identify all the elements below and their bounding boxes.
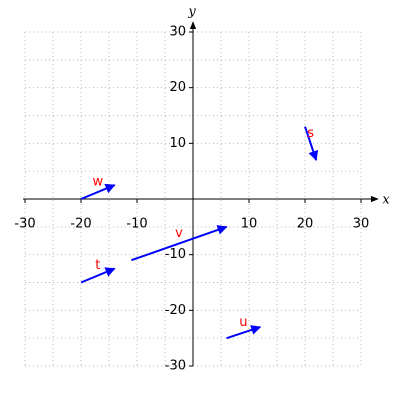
y-tick-label: -10 (165, 247, 186, 262)
y-tick-label: -20 (165, 303, 186, 318)
x-tick-label: -10 (126, 217, 147, 232)
x-axis-label: x (382, 193, 390, 208)
x-tick-label: 30 (353, 217, 370, 232)
vector-label: t (95, 258, 100, 273)
vector-arrow (226, 325, 262, 340)
vector-arrow (80, 267, 116, 284)
vector-label: u (239, 315, 247, 330)
y-tick-label: 30 (169, 25, 186, 40)
y-tick-label: 10 (169, 136, 186, 151)
vector-arrow (131, 225, 228, 262)
vector-label: v (175, 226, 183, 241)
x-tick-label: 20 (297, 217, 314, 232)
y-axis-label: y (187, 5, 196, 20)
vector-label: w (92, 175, 103, 190)
x-tick-label: -30 (14, 217, 35, 232)
x-tick-label: 10 (241, 217, 258, 232)
y-tick-label: 20 (169, 80, 186, 95)
x-tick-label: -20 (70, 217, 91, 232)
vector-arrow (80, 183, 116, 200)
vector-label: s (307, 126, 314, 141)
y-tick-label: -30 (165, 359, 186, 374)
vector-arrow (304, 126, 319, 161)
